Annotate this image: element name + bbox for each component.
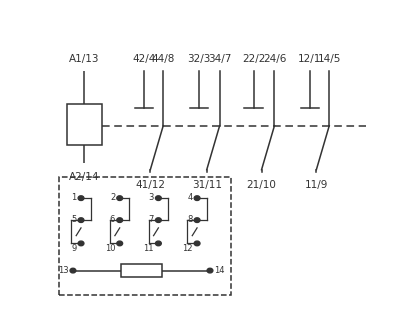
Circle shape (194, 196, 200, 201)
Text: 24/6: 24/6 (263, 54, 286, 64)
Circle shape (156, 241, 161, 246)
Text: 2: 2 (110, 193, 115, 202)
Text: 42/4: 42/4 (132, 54, 156, 64)
Text: 4: 4 (187, 193, 193, 202)
Circle shape (70, 268, 76, 273)
Bar (121, 264, 162, 277)
Circle shape (156, 218, 161, 222)
Circle shape (117, 218, 123, 222)
Circle shape (78, 218, 84, 222)
Text: 13: 13 (59, 266, 69, 275)
Text: 10: 10 (105, 244, 115, 253)
Bar (67, 104, 102, 145)
Circle shape (194, 241, 200, 246)
Text: 11: 11 (144, 244, 154, 253)
Text: A2/14: A2/14 (69, 172, 99, 182)
Text: 5: 5 (71, 215, 77, 224)
Circle shape (78, 196, 84, 201)
Text: 9: 9 (71, 244, 77, 253)
Text: 6: 6 (110, 215, 115, 224)
Text: 1: 1 (71, 193, 77, 202)
Circle shape (207, 268, 213, 273)
Circle shape (117, 196, 123, 201)
Text: 7: 7 (149, 215, 154, 224)
Text: 12: 12 (182, 244, 193, 253)
Circle shape (194, 218, 200, 222)
Text: 11/9: 11/9 (305, 180, 328, 190)
Text: 31/11: 31/11 (192, 180, 222, 190)
Text: 14/5: 14/5 (317, 54, 341, 64)
Text: 32/3: 32/3 (187, 54, 210, 64)
Text: 22/2: 22/2 (242, 54, 265, 64)
Circle shape (156, 196, 161, 201)
Text: 44/8: 44/8 (151, 54, 175, 64)
Circle shape (78, 241, 84, 246)
Text: 34/7: 34/7 (208, 54, 231, 64)
Text: A1/13: A1/13 (69, 54, 99, 64)
Text: 14: 14 (214, 266, 224, 275)
Text: 3: 3 (149, 193, 154, 202)
Text: 21/10: 21/10 (247, 180, 277, 190)
Text: 8: 8 (187, 215, 193, 224)
Circle shape (117, 241, 123, 246)
Text: 12/1: 12/1 (298, 54, 322, 64)
Bar (59, 177, 231, 295)
Text: 41/12: 41/12 (135, 180, 165, 190)
